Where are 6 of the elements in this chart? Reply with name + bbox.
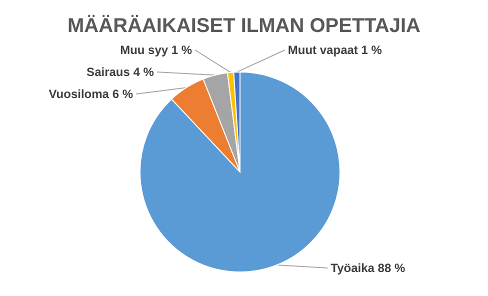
slice-label: Muu syy 1 % (120, 43, 192, 57)
chart-title: MÄÄRÄAIKAISET ILMAN OPETTAJIA (68, 14, 420, 37)
slice-label: Sairaus 4 % (86, 65, 154, 79)
slice-label: Muut vapaat 1 % (288, 43, 382, 57)
slice-label: Vuosiloma 6 % (48, 87, 134, 101)
slice-label: Työaika 88 % (330, 261, 406, 275)
